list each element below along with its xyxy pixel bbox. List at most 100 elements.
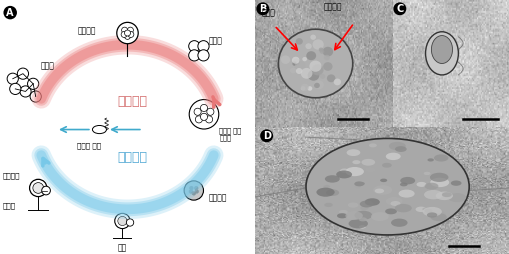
Circle shape xyxy=(389,160,404,166)
Circle shape xyxy=(368,144,376,147)
Circle shape xyxy=(358,182,364,185)
Circle shape xyxy=(326,74,335,82)
Ellipse shape xyxy=(425,32,458,75)
Circle shape xyxy=(316,188,334,197)
Circle shape xyxy=(33,183,44,193)
Circle shape xyxy=(189,186,193,190)
Text: C: C xyxy=(395,4,403,14)
Circle shape xyxy=(194,189,199,194)
Circle shape xyxy=(126,219,133,226)
Text: 무성생식: 무성생식 xyxy=(118,95,147,108)
Text: 유주자낙: 유주자낙 xyxy=(77,26,96,35)
Circle shape xyxy=(188,50,200,61)
Circle shape xyxy=(370,212,388,221)
Circle shape xyxy=(319,74,325,79)
Circle shape xyxy=(423,209,432,213)
Circle shape xyxy=(399,183,407,186)
Circle shape xyxy=(302,57,306,61)
Circle shape xyxy=(30,91,41,102)
Circle shape xyxy=(197,41,209,52)
Circle shape xyxy=(300,86,305,90)
Circle shape xyxy=(188,41,200,52)
Circle shape xyxy=(121,31,127,37)
Circle shape xyxy=(294,61,305,71)
Circle shape xyxy=(118,216,127,226)
Text: 낙포자낙: 낙포자낙 xyxy=(209,194,227,203)
Circle shape xyxy=(373,185,391,195)
Circle shape xyxy=(313,80,323,89)
Circle shape xyxy=(17,68,29,79)
Ellipse shape xyxy=(92,125,106,134)
Circle shape xyxy=(333,78,341,85)
Circle shape xyxy=(290,68,296,73)
Circle shape xyxy=(200,113,207,120)
Text: D: D xyxy=(262,131,270,141)
Circle shape xyxy=(385,153,400,160)
Circle shape xyxy=(423,183,438,189)
Circle shape xyxy=(429,173,447,182)
Circle shape xyxy=(191,191,195,196)
Circle shape xyxy=(415,201,422,204)
Circle shape xyxy=(354,185,360,188)
Circle shape xyxy=(394,146,406,152)
Circle shape xyxy=(421,208,429,211)
Circle shape xyxy=(280,55,290,64)
Circle shape xyxy=(374,188,383,193)
Circle shape xyxy=(293,58,299,65)
Circle shape xyxy=(194,108,201,115)
Circle shape xyxy=(115,213,130,229)
Circle shape xyxy=(323,185,329,188)
Circle shape xyxy=(128,31,133,37)
Circle shape xyxy=(30,179,47,197)
Circle shape xyxy=(358,225,365,229)
Circle shape xyxy=(381,163,391,168)
Circle shape xyxy=(394,204,411,212)
Text: B: B xyxy=(259,4,266,14)
Text: 수정: 수정 xyxy=(118,244,127,253)
Circle shape xyxy=(207,108,214,115)
Text: 유주자 발아: 유주자 발아 xyxy=(77,142,101,149)
Circle shape xyxy=(400,177,414,184)
Circle shape xyxy=(338,210,347,214)
Circle shape xyxy=(384,209,396,214)
Circle shape xyxy=(441,192,451,197)
Circle shape xyxy=(7,73,18,84)
Circle shape xyxy=(124,33,130,39)
Circle shape xyxy=(335,170,351,178)
Circle shape xyxy=(312,39,323,50)
Circle shape xyxy=(345,211,362,220)
Circle shape xyxy=(345,167,363,176)
Circle shape xyxy=(300,84,308,91)
Circle shape xyxy=(359,206,367,210)
Circle shape xyxy=(300,68,312,79)
Circle shape xyxy=(364,198,379,206)
Circle shape xyxy=(295,38,302,45)
Circle shape xyxy=(427,158,433,162)
Text: A: A xyxy=(7,8,14,18)
Text: 장정기: 장정기 xyxy=(3,202,16,209)
Circle shape xyxy=(354,211,372,220)
Circle shape xyxy=(188,189,192,194)
Circle shape xyxy=(336,213,347,218)
Circle shape xyxy=(416,182,426,187)
Circle shape xyxy=(194,186,198,190)
Circle shape xyxy=(423,190,442,199)
Circle shape xyxy=(124,30,130,36)
Circle shape xyxy=(359,200,373,208)
Circle shape xyxy=(388,142,405,150)
Text: 장정기: 장정기 xyxy=(262,8,275,17)
Circle shape xyxy=(292,61,296,66)
Circle shape xyxy=(314,83,319,88)
Circle shape xyxy=(358,217,366,221)
Ellipse shape xyxy=(431,36,451,64)
Circle shape xyxy=(348,219,367,228)
Circle shape xyxy=(184,181,203,200)
Circle shape xyxy=(323,62,332,71)
Circle shape xyxy=(340,168,348,173)
Circle shape xyxy=(312,65,322,75)
Circle shape xyxy=(325,189,338,196)
Circle shape xyxy=(20,86,31,97)
Circle shape xyxy=(324,175,339,183)
Circle shape xyxy=(10,83,21,94)
Circle shape xyxy=(197,50,209,61)
